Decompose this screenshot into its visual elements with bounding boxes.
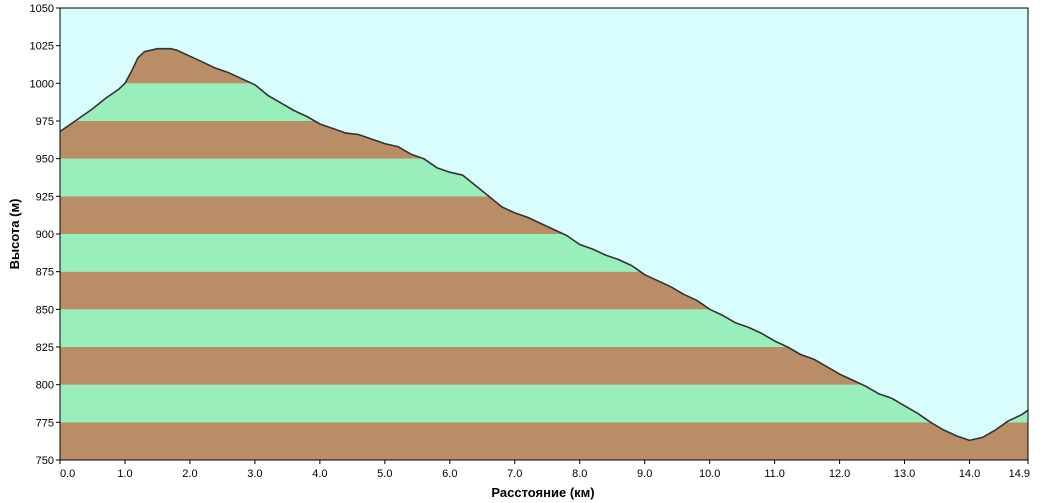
- x-tick-label: 5.0: [377, 468, 392, 480]
- x-tick-label: 13.0: [894, 468, 915, 480]
- y-tick-label: 925: [36, 191, 54, 203]
- x-tick-label: 14.0: [959, 468, 980, 480]
- y-tick-label: 850: [36, 304, 54, 316]
- x-tick-label: 6.0: [442, 468, 457, 480]
- y-tick-label: 900: [36, 229, 54, 241]
- y-tick-label: 825: [36, 342, 54, 354]
- x-tick-label: 0.0: [60, 468, 75, 480]
- y-axis-title: Высота (м): [7, 199, 22, 270]
- x-tick-label: 2.0: [182, 468, 197, 480]
- y-tick-label: 1000: [30, 78, 54, 90]
- x-axis-title: Расстояние (км): [491, 485, 594, 500]
- y-tick-label: 775: [36, 417, 54, 429]
- axes: 750 775 800 825 850 875 900 925 950 975 1000 1025 10…: [30, 3, 1030, 480]
- y-tick-label: 950: [36, 154, 54, 166]
- elevation-band: [60, 422, 1028, 460]
- x-tick-label: 7.0: [507, 468, 522, 480]
- y-tick-label: 875: [36, 267, 54, 279]
- x-tick-label: 9.0: [637, 468, 652, 480]
- x-tick-label: 8.0: [572, 468, 587, 480]
- y-tick-label: 1050: [30, 3, 54, 15]
- x-tick-label: 4.0: [312, 468, 327, 480]
- x-tick-label: 10.0: [699, 468, 720, 480]
- x-tick-label: 12.0: [829, 468, 850, 480]
- elevation-band: [60, 384, 1028, 423]
- x-tick-label: 14.9: [1009, 468, 1030, 480]
- y-tick-label: 1025: [30, 41, 54, 53]
- y-tick-label: 800: [36, 380, 54, 392]
- y-tick-label: 975: [36, 116, 54, 128]
- x-tick-label: 1.0: [117, 468, 132, 480]
- elevation-line: [59, 47, 1029, 442]
- y-tick-label: 750: [36, 455, 54, 467]
- x-tick-label: 11.0: [764, 468, 785, 480]
- plot-area: [59, 8, 1029, 460]
- x-tick-label: 3.0: [247, 468, 262, 480]
